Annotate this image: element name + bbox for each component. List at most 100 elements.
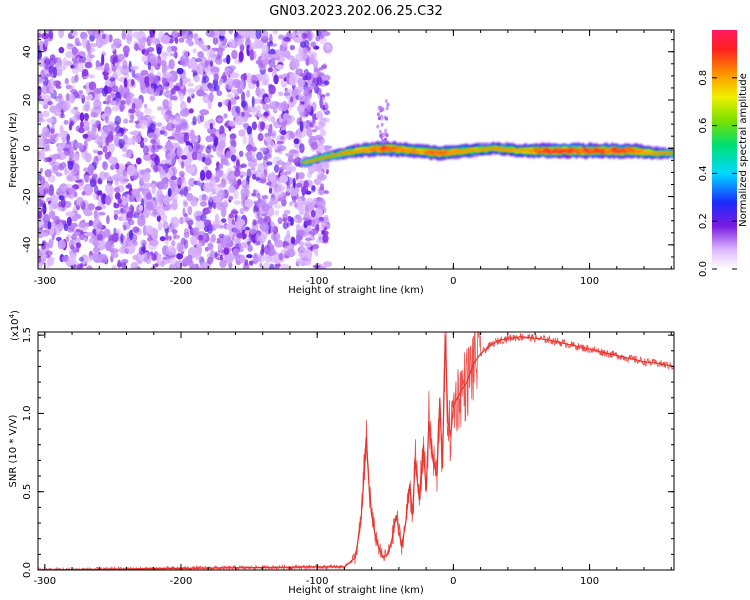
noise-dot [216,196,222,204]
noise-dot [106,215,110,225]
x-tick-label: -200 [170,276,193,287]
noise-dot [57,133,64,138]
noise-dot [251,121,257,131]
noise-dot [47,257,55,266]
ridge-blob [343,152,349,155]
noise-dot [230,154,237,162]
noise-dot [274,209,280,216]
noise-dot [179,93,184,102]
noise-dot [267,67,273,73]
noise-dot [179,216,184,225]
noise-dot [305,72,312,81]
noise-dot [114,115,122,126]
noise-dot [310,209,316,218]
noise-dot [150,138,157,144]
noise-dot [319,36,328,45]
noise-dot [263,111,269,117]
noise-dot [260,172,266,180]
noise-dot [156,46,162,55]
noise-dot [167,257,177,264]
noise-dot [180,30,190,40]
noise-dot [45,250,53,256]
plume-dot [381,139,385,143]
noise-dot [61,255,70,262]
noise-dot [251,192,257,197]
ridge-blob [484,149,489,152]
noise-dot [171,96,178,101]
noise-dot [50,134,57,140]
noise-dot [84,113,89,121]
noise-dot [207,45,211,50]
noise-dot [200,83,207,88]
noise-dot [260,249,265,256]
noise-dot [286,248,296,258]
noise-dot [234,168,241,177]
noise-dot [115,62,120,68]
noise-dot [170,87,176,95]
noise-dot [179,108,190,118]
snr-frame [37,331,675,571]
noise-dot [58,30,65,39]
noise-dot [116,262,123,268]
noise-dot [282,112,289,120]
noise-dot [216,146,224,158]
ridge-blob [346,150,352,153]
noise-dot [221,218,227,224]
noise-dot [118,138,125,149]
noise-dot [278,74,286,80]
noise-dot [39,175,46,186]
noise-dot [222,234,232,244]
noise-dot [322,234,329,243]
noise-dot [156,122,163,127]
noise-dot [105,240,112,252]
noise-dot [151,183,156,195]
noise-dot [120,195,128,206]
noise-dot [205,210,212,214]
noise-dot [308,201,315,211]
noise-dot [274,149,280,153]
noise-dot [245,72,253,84]
noise-dot [196,62,206,75]
noise-dot [276,140,285,145]
noise-dot [53,66,57,78]
noise-dot [250,166,256,171]
noise-dot [137,216,146,227]
noise-dot [228,185,236,193]
noise-dot [159,236,166,242]
noise-dot [53,108,61,116]
noise-dot [121,30,126,40]
noise-dot [255,86,261,97]
noise-dot [196,89,205,97]
noise-speckle [38,30,333,269]
x-tick-label: 100 [580,276,599,287]
noise-dot [50,128,55,134]
plume-dot [384,137,387,142]
noise-dot [282,217,288,222]
noise-dot [112,174,121,182]
noise-dot [168,235,172,241]
noise-dot [115,162,120,170]
noise-dot [44,132,50,137]
noise-dot [319,94,326,98]
noise-dot [279,50,284,56]
noise-dot [43,56,49,61]
noise-dot [65,50,74,59]
noise-dot [114,42,121,47]
noise-dot [162,256,168,260]
noise-dot [44,73,52,78]
noise-dot [130,79,135,87]
noise-dot [226,93,234,98]
noise-dot [140,239,147,247]
noise-dot [135,157,142,165]
noise-dot [183,132,189,144]
noise-dot [83,183,94,196]
noise-dot [200,213,207,222]
noise-dot [98,211,106,216]
noise-dot [71,67,79,74]
noise-dot [314,134,323,141]
noise-dot [121,146,128,153]
noise-dot [73,152,80,163]
plume-dot [384,99,388,103]
noise-dot [38,248,49,259]
noise-dot [91,252,98,262]
